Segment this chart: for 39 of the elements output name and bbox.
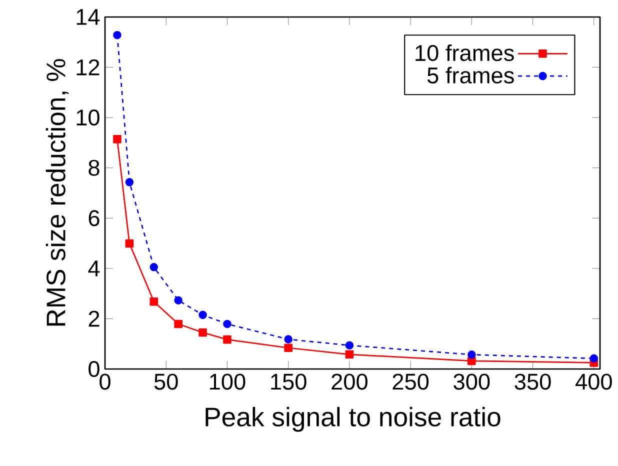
point — [345, 341, 354, 350]
point — [198, 328, 207, 337]
x-tick-label: 250 — [392, 374, 429, 390]
y-tick-label: 2 — [88, 310, 100, 327]
y-tick-label: 0 — [88, 360, 100, 378]
x-tick-label: 0 — [100, 374, 110, 390]
x-tick-label: 400 — [576, 374, 612, 390]
y-tick-label: 14 — [76, 9, 100, 25]
legend-label: 10 frames — [416, 44, 514, 62]
point — [223, 320, 232, 328]
point — [174, 296, 182, 304]
x-axis-title: Peak signal to noise ratio — [206, 406, 500, 432]
y-tick-label: 6 — [88, 210, 100, 226]
y-axis-title: RMS size reduction, % — [46, 59, 69, 326]
point — [223, 335, 232, 344]
point — [284, 335, 292, 344]
x-tick-label: 100 — [210, 374, 246, 390]
point — [590, 354, 598, 363]
point — [174, 320, 182, 328]
point — [113, 135, 122, 144]
point — [468, 350, 476, 359]
y-tick-label: 8 — [88, 160, 100, 176]
point — [150, 297, 158, 306]
x-tick-label: 350 — [514, 374, 551, 390]
x-tick-label: 200 — [332, 374, 368, 390]
x-tick-label: 300 — [454, 374, 490, 390]
point — [125, 178, 134, 186]
point — [125, 239, 134, 248]
point — [198, 310, 207, 320]
point — [150, 263, 158, 272]
point — [345, 350, 354, 359]
y-tick-label: 4 — [88, 260, 100, 276]
x-tick-label: 150 — [271, 374, 306, 390]
y-tick-label: 12 — [76, 59, 100, 76]
point — [284, 344, 292, 352]
point — [113, 30, 122, 40]
y-tick-label: 10 — [76, 110, 100, 126]
legend-label: 5 frames — [427, 66, 514, 84]
x-tick-label: 50 — [154, 374, 178, 390]
